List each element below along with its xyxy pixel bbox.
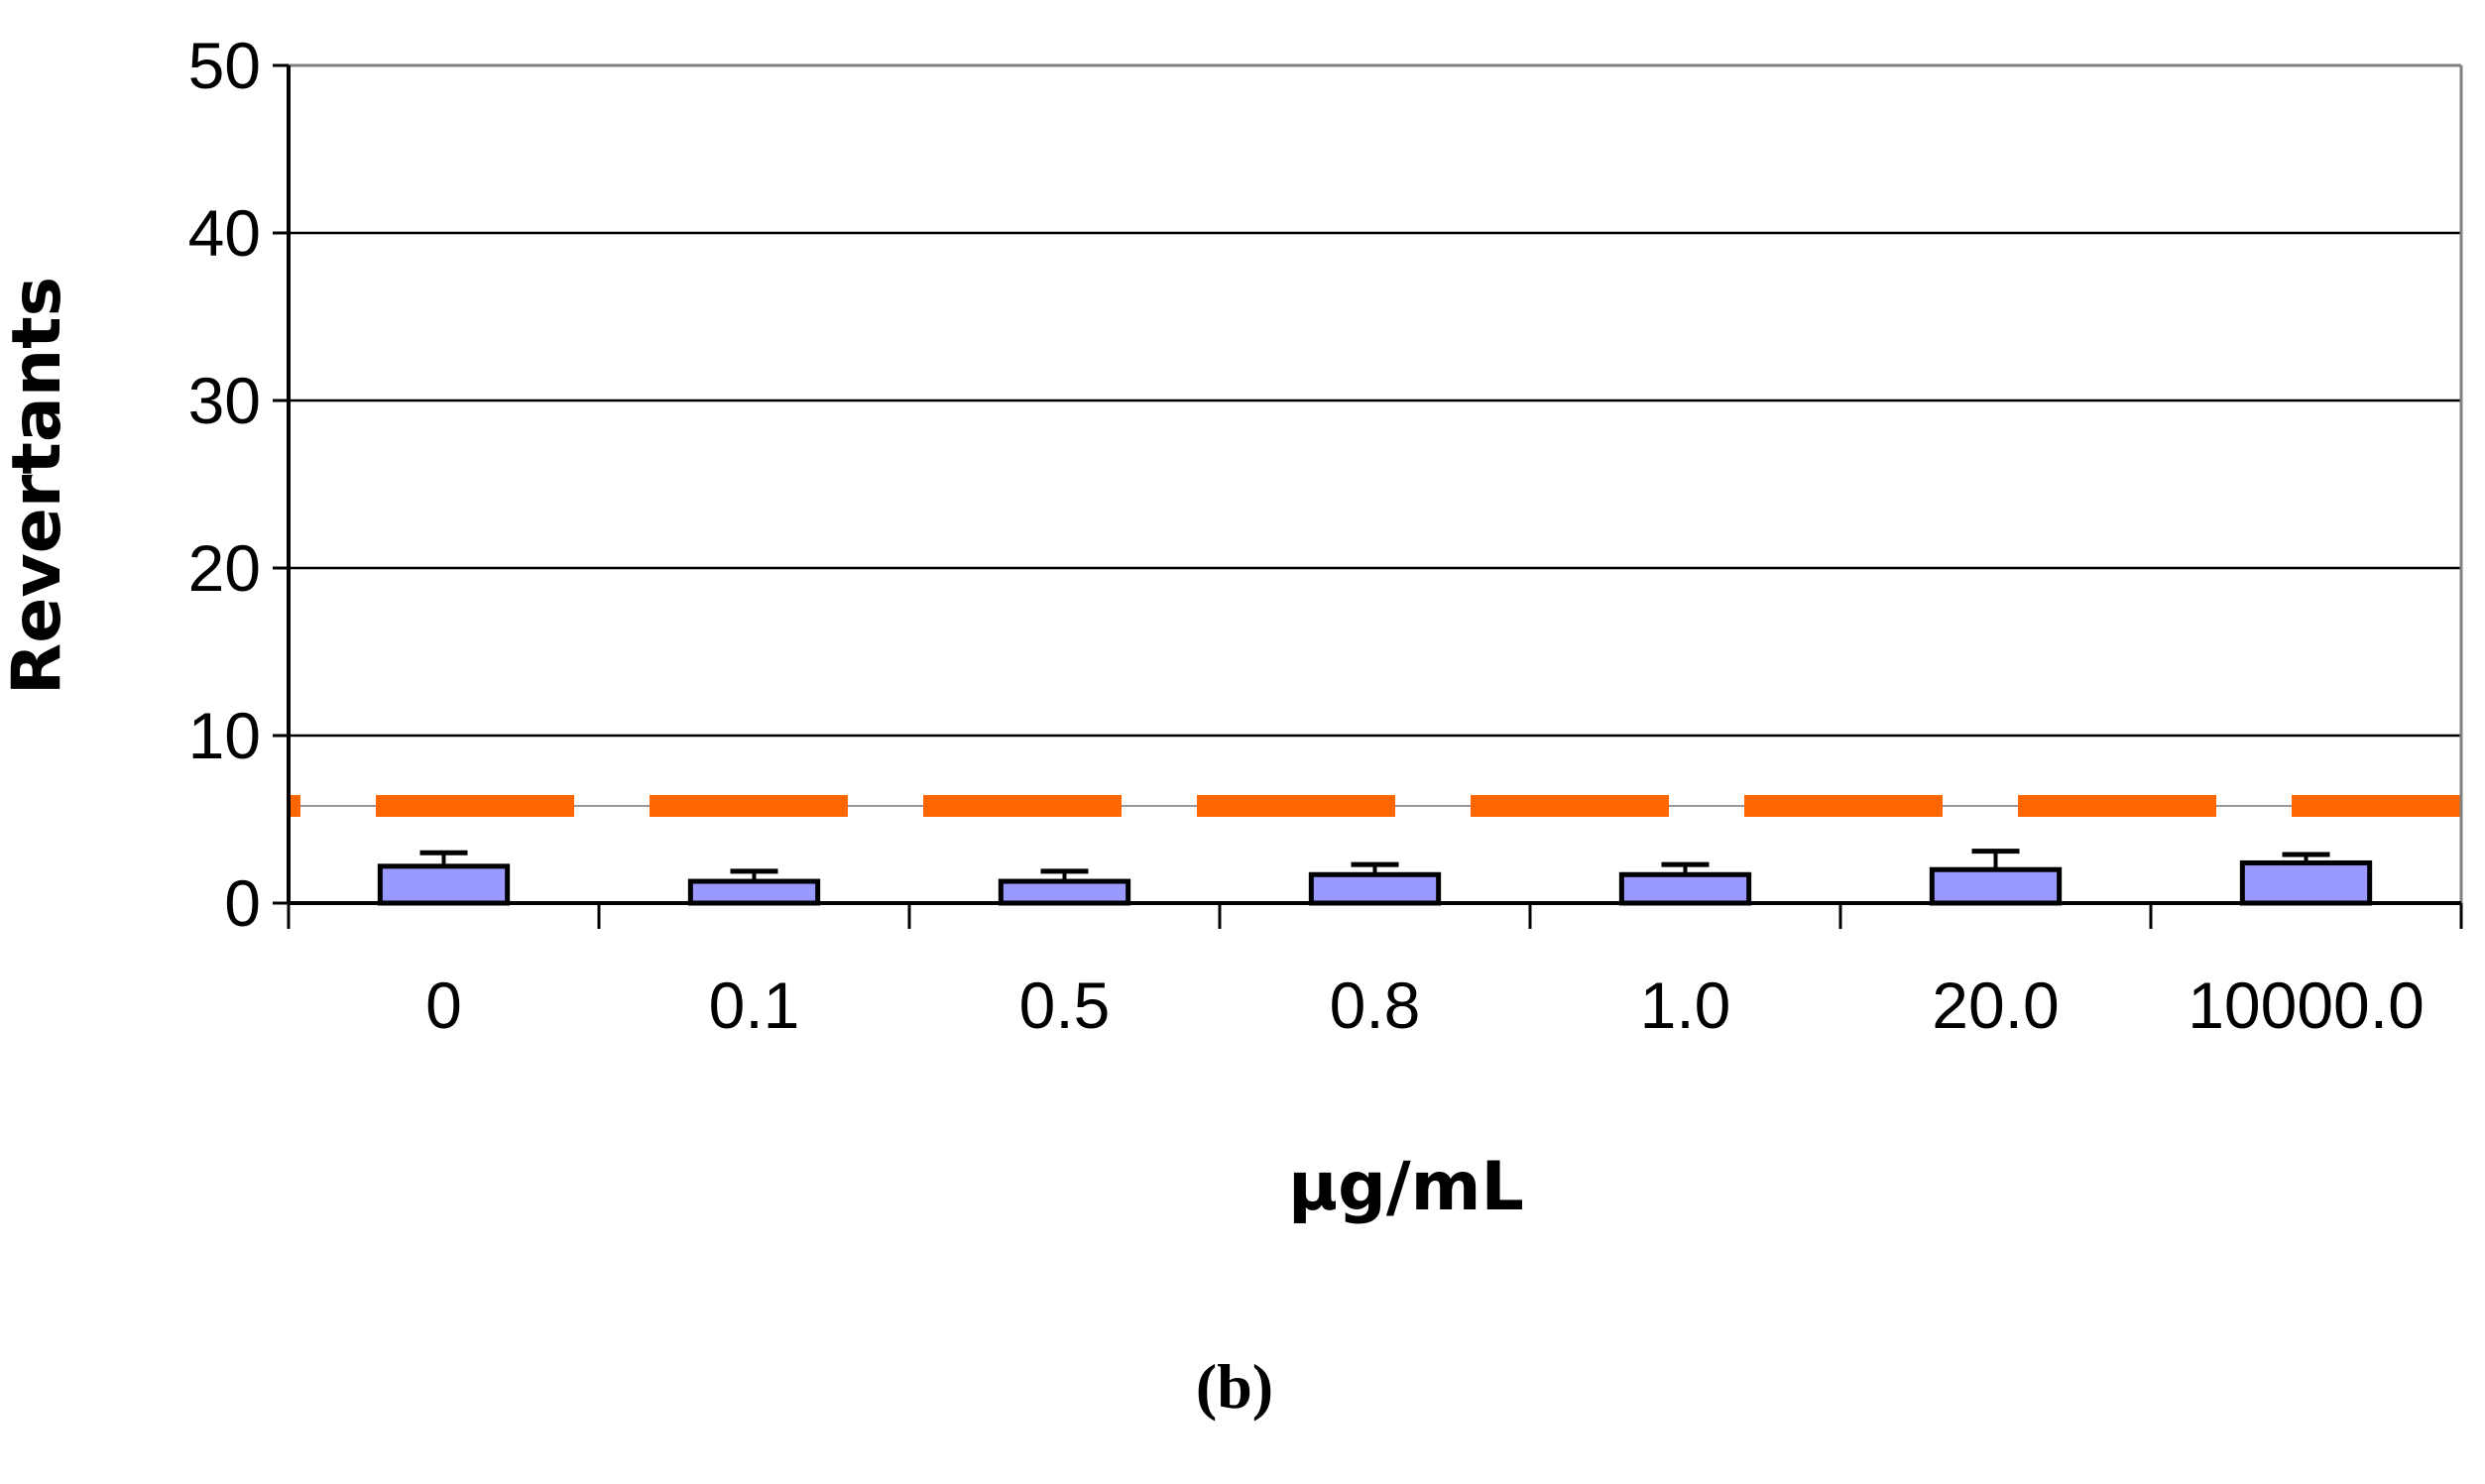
bar (998, 878, 1131, 906)
bar-series (377, 849, 2373, 906)
panel-label: (b) (1196, 1351, 1273, 1422)
y-tick-label: 0 (224, 866, 261, 940)
gridlines (289, 63, 2461, 738)
x-tick-label: 1.0 (1640, 969, 1731, 1042)
y-tick-label: 20 (188, 531, 261, 605)
bar (687, 878, 821, 906)
y-tick-label: 50 (188, 29, 261, 102)
y-tick-label: 10 (188, 699, 261, 772)
bar (2239, 859, 2373, 906)
x-tick-labels: 0 0.1 0.5 0.8 1.0 20.0 10000.0 (425, 969, 2425, 1042)
bar (377, 863, 511, 906)
y-tick-labels: 0 10 20 30 40 50 (188, 29, 261, 940)
y-tick-label: 30 (188, 364, 261, 437)
x-tick-label: 0 (425, 969, 462, 1042)
bar (1929, 866, 2063, 906)
x-axis-title: µg/mL (1288, 1148, 1524, 1226)
bar (1618, 871, 1752, 906)
x-tick-label: 0.1 (709, 969, 800, 1042)
axes (273, 63, 2463, 929)
x-tick-label: 20.0 (1932, 969, 2059, 1042)
y-axis-title: Revertants (0, 277, 76, 695)
x-tick-label: 10000.0 (2188, 969, 2425, 1042)
y-tick-label: 40 (188, 196, 261, 270)
bar (1308, 871, 1442, 906)
x-tick-label: 0.8 (1330, 969, 1421, 1042)
x-tick-label: 0.5 (1019, 969, 1111, 1042)
